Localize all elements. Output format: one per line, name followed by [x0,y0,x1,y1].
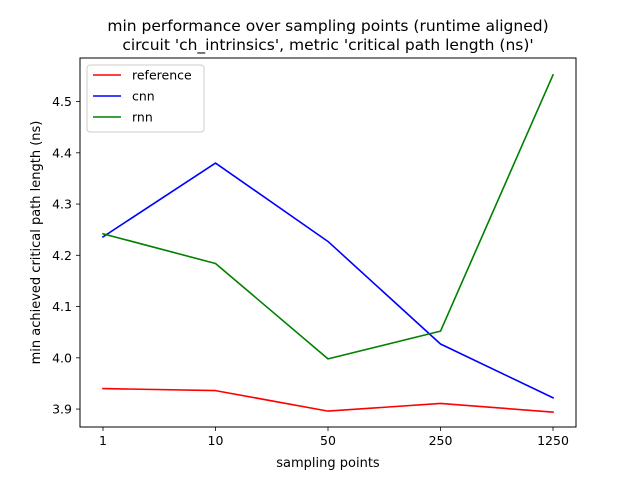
series-line-reference [102,387,554,413]
y-tick-label: 4.0 [52,350,72,365]
plot-area [101,73,555,413]
x-tick-label: 10 [208,433,224,448]
y-tick-label: 4.4 [52,145,72,160]
y-tick-label: 4.1 [52,299,72,314]
y-tick-label: 4.5 [52,94,72,109]
legend-box [86,64,205,133]
x-axis-label: sampling points [276,456,380,471]
legend: reference cnn rnn [86,64,205,133]
y-axis-label: min achieved critical path length (ns) [29,121,44,365]
x-tick-label: 50 [320,433,336,448]
y-tick-label: 4.2 [52,248,72,263]
legend-label-rnn: rnn [132,110,153,125]
legend-label-cnn: cnn [132,89,155,104]
series-line-rnn [102,73,555,360]
chart-title: min performance over sampling points (ru… [107,17,548,35]
legend-label-reference: reference [132,68,192,83]
y-tick-label: 4.3 [52,197,72,212]
x-tick-label: 1 [99,433,107,448]
chart-subtitle: circuit 'ch_intrinsics', metric 'critica… [122,36,533,55]
x-axis: 1 10 50 250 1250 [99,427,569,448]
x-tick-label: 1250 [537,433,569,448]
y-tick-label: 3.9 [52,402,72,417]
y-axis: 3.9 4.0 4.1 4.2 4.3 4.4 4.5 [52,94,80,417]
series-line-cnn [101,162,555,399]
x-tick-label: 250 [429,433,453,448]
